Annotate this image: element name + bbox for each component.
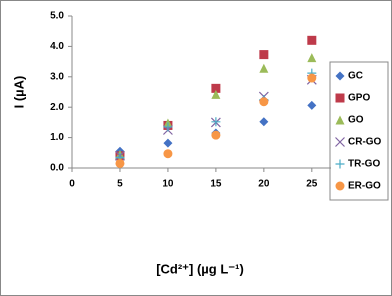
legend-marker — [335, 159, 345, 169]
y-axis-title: I (µA) — [11, 76, 26, 109]
legend-label: GO — [348, 115, 364, 126]
point — [163, 149, 173, 159]
point — [115, 158, 125, 168]
point — [259, 97, 269, 107]
legend-marker — [335, 181, 345, 191]
point — [163, 122, 173, 132]
point — [307, 73, 317, 83]
legend-marker — [335, 93, 345, 103]
x-tick-label: 15 — [210, 179, 222, 190]
y-tick-label: 2.0 — [50, 102, 64, 113]
point — [307, 100, 317, 110]
x-tick-label: 0 — [69, 179, 75, 190]
point — [259, 50, 269, 60]
legend-marker — [335, 115, 345, 125]
point — [211, 117, 221, 127]
legend-label: ER-GO — [348, 181, 381, 192]
point — [307, 35, 317, 45]
y-tick-label: 0.0 — [50, 163, 64, 174]
point — [211, 89, 221, 99]
legend-label: CR-GO — [348, 137, 382, 148]
x-tick-label: 20 — [258, 179, 270, 190]
y-tick-label: 1.0 — [50, 132, 64, 143]
point — [259, 63, 269, 73]
point — [259, 117, 269, 127]
x-axis-title: [Cd²⁺] (µg L⁻¹) — [156, 261, 244, 276]
y-tick-label: 5.0 — [50, 11, 64, 22]
y-tick-label: 4.0 — [50, 41, 64, 52]
point — [163, 138, 173, 148]
point — [211, 130, 221, 140]
legend-label: TR-GO — [348, 159, 380, 170]
legend-marker — [335, 137, 345, 147]
legend-label: GPO — [348, 93, 370, 104]
legend-box — [329, 61, 389, 201]
x-tick-label: 10 — [162, 179, 174, 190]
point — [307, 53, 317, 63]
x-tick-label: 5 — [117, 179, 123, 190]
legend-marker — [335, 71, 345, 81]
point — [211, 83, 221, 93]
y-tick-label: 3.0 — [50, 71, 64, 82]
legend-label: GC — [348, 71, 363, 82]
x-tick-label: 25 — [306, 179, 318, 190]
